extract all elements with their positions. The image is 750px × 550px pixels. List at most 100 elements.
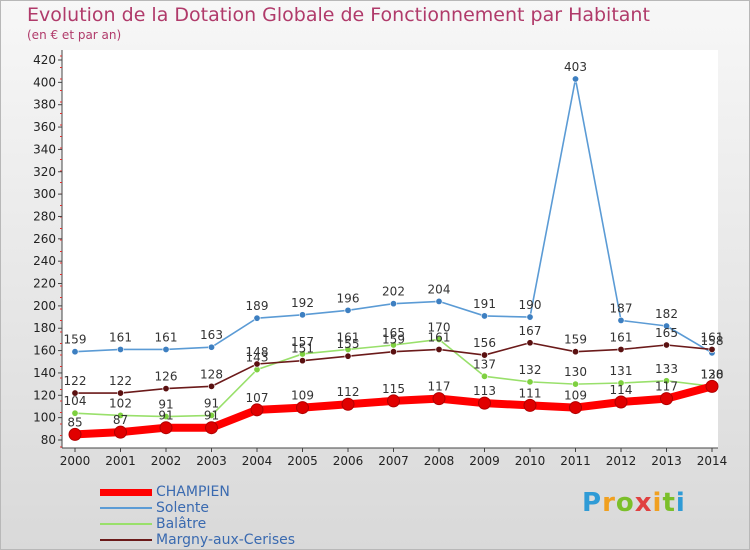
data-label-margny-aux-cerises: 161	[610, 330, 633, 344]
data-point-margny-aux-cerises	[162, 385, 170, 393]
data-label-champien: 117	[428, 380, 451, 394]
legend-label-champien: CHAMPIEN	[156, 484, 230, 500]
x-tick-label: 2013	[651, 454, 682, 468]
x-tick-label: 2007	[378, 454, 409, 468]
data-label-solente: 159	[64, 333, 87, 347]
y-tick-label: 260	[33, 232, 56, 246]
data-point-solente	[344, 306, 352, 314]
data-point-margny-aux-cerises	[571, 348, 579, 356]
x-tick-label: 2014	[697, 454, 728, 468]
data-point-solente	[298, 311, 306, 319]
data-label-champien: 91	[158, 409, 173, 423]
legend-swatch-balatre	[100, 523, 152, 525]
data-label-champien: 130	[701, 367, 724, 381]
data-label-solente: 190	[519, 298, 542, 312]
data-point-margny-aux-cerises	[344, 352, 352, 360]
data-label-champien: 87	[113, 413, 128, 427]
data-point-bal-tre	[617, 379, 625, 387]
line-chart: 80 100 120 140 160 180 200 220 240 260 280 300 320 34…	[33, 50, 728, 468]
data-point-champien	[387, 394, 400, 408]
data-label-margny-aux-cerises: 128	[200, 367, 223, 381]
y-tick-label: 80	[41, 433, 56, 447]
data-label-solente: 403	[564, 60, 587, 74]
data-label-margny-aux-cerises: 122	[64, 374, 87, 388]
data-point-bal-tre	[662, 377, 670, 385]
data-label-champien: 109	[291, 389, 314, 403]
data-point-margny-aux-cerises	[708, 345, 716, 353]
data-label-margny-aux-cerises: 122	[109, 374, 132, 388]
x-tick-label: 2005	[287, 454, 318, 468]
data-point-bal-tre	[389, 341, 397, 349]
data-point-champien	[432, 392, 446, 406]
data-label-margny-aux-cerises: 161	[428, 330, 451, 344]
y-tick-label: 360	[33, 120, 56, 134]
data-label-bal-tre: 130	[564, 365, 587, 379]
data-label-bal-tre: 137	[473, 357, 496, 371]
data-point-champien	[660, 392, 673, 406]
y-tick-label: 340	[33, 142, 56, 156]
data-point-solente	[117, 345, 125, 353]
data-label-solente: 158	[701, 334, 724, 348]
data-label-champien: 117	[655, 380, 678, 394]
data-point-bal-tre	[571, 380, 579, 388]
data-point-margny-aux-cerises	[617, 345, 625, 353]
data-label-solente: 204	[428, 282, 451, 296]
data-label-bal-tre: 104	[64, 394, 87, 408]
data-label-solente: 191	[473, 297, 496, 311]
legend-label-margny: Margny-aux-Cerises	[156, 532, 296, 548]
data-label-champien: 113	[473, 384, 496, 398]
data-point-bal-tre	[117, 411, 125, 419]
y-tick-label: 140	[33, 366, 56, 380]
x-tick-label: 2012	[606, 454, 637, 468]
data-point-solente	[71, 348, 79, 356]
x-tick-label: 2009	[469, 454, 500, 468]
data-point-margny-aux-cerises	[71, 389, 79, 397]
data-label-champien: 91	[204, 409, 219, 423]
chart-title: Evolution de la Dotation Globale de Fonc…	[27, 4, 650, 26]
data-point-champien	[205, 421, 218, 435]
data-point-solente	[162, 345, 170, 353]
data-label-champien: 109	[564, 389, 587, 403]
data-label-margny-aux-cerises: 126	[155, 370, 178, 384]
data-label-solente: 187	[610, 301, 633, 315]
legend-swatch-margny	[100, 539, 152, 541]
proxiti-logo: Proxiti	[582, 488, 686, 518]
data-point-champien	[68, 427, 82, 441]
data-label-champien: 112	[337, 385, 360, 399]
y-tick-label: 380	[33, 98, 56, 112]
data-point-champien	[705, 379, 719, 393]
data-label-bal-tre: 170	[428, 320, 451, 334]
data-label-margny-aux-cerises: 159	[382, 333, 405, 347]
x-tick-label: 2001	[105, 454, 136, 468]
data-label-solente: 202	[382, 285, 405, 299]
data-point-solente	[526, 313, 534, 321]
data-point-margny-aux-cerises	[526, 339, 534, 347]
data-point-solente	[571, 75, 579, 83]
data-label-margny-aux-cerises: 151	[291, 342, 314, 356]
data-label-bal-tre: 91	[204, 396, 219, 410]
data-label-solente: 182	[655, 307, 678, 321]
data-point-champien	[523, 398, 537, 412]
y-tick-label: 180	[33, 321, 56, 335]
data-label-margny-aux-cerises: 165	[655, 326, 678, 340]
data-label-champien: 85	[67, 415, 82, 429]
x-tick-label: 2006	[333, 454, 364, 468]
data-label-champien: 107	[246, 391, 269, 405]
data-label-solente: 161	[155, 330, 178, 344]
y-tick-label: 420	[33, 53, 56, 67]
data-point-solente	[480, 312, 488, 320]
data-point-champien	[614, 395, 628, 409]
data-point-champien	[250, 403, 264, 417]
data-point-margny-aux-cerises	[208, 382, 216, 390]
data-point-bal-tre	[526, 378, 534, 386]
data-point-champien	[478, 396, 491, 410]
legend-label-balatre: Balâtre	[156, 516, 207, 532]
data-point-bal-tre	[208, 411, 216, 419]
x-tick-label: 2003	[196, 454, 227, 468]
x-tick-label: 2011	[560, 454, 591, 468]
data-label-bal-tre: 165	[382, 326, 405, 340]
data-point-champien	[341, 397, 355, 411]
data-label-bal-tre: 143	[246, 351, 269, 365]
data-label-bal-tre: 128	[701, 367, 724, 381]
data-point-solente	[253, 314, 261, 322]
